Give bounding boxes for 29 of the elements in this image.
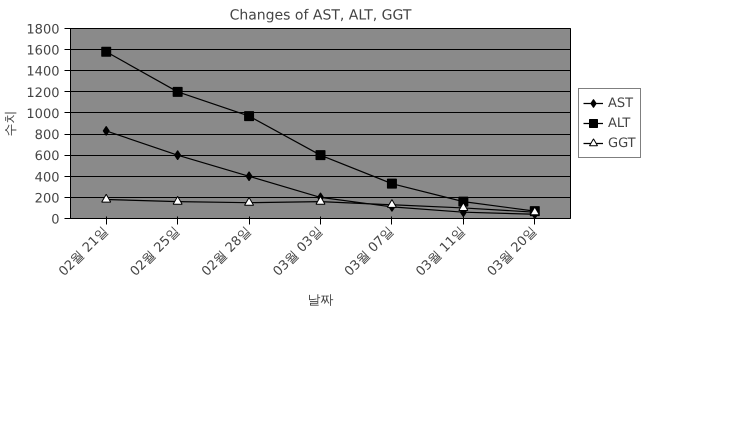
point	[174, 150, 182, 160]
y-tick-label: 200	[34, 191, 60, 206]
legend-label: GGT	[608, 136, 636, 150]
point	[101, 46, 112, 57]
point	[386, 199, 397, 208]
y-tick-label: 600	[34, 149, 60, 164]
point	[172, 86, 183, 97]
chart-title: Changes of AST, ALT, GGT	[230, 8, 412, 24]
y-tick-label: 1400	[26, 64, 60, 80]
point	[316, 150, 326, 160]
point	[246, 171, 253, 182]
point	[101, 194, 112, 203]
point	[244, 196, 254, 206]
y-axis-title: 수치	[3, 110, 18, 136]
point	[244, 111, 254, 122]
legend-label: ALT	[608, 116, 630, 130]
point	[172, 196, 183, 205]
point	[386, 178, 397, 189]
y-tick-label: 1200	[26, 86, 60, 101]
y-tick-label: 1600	[26, 44, 60, 59]
y-tick-label: 1000	[26, 106, 60, 122]
y-tick-label: 0	[51, 212, 60, 228]
x-axis-title: 날짜	[308, 292, 334, 308]
point	[102, 126, 110, 136]
y-tick-label: 400	[34, 170, 60, 186]
y-tick-label: 800	[34, 128, 60, 144]
y-tick-label: 1800	[26, 22, 60, 38]
legend-label: AST	[608, 96, 634, 110]
point	[458, 202, 468, 212]
